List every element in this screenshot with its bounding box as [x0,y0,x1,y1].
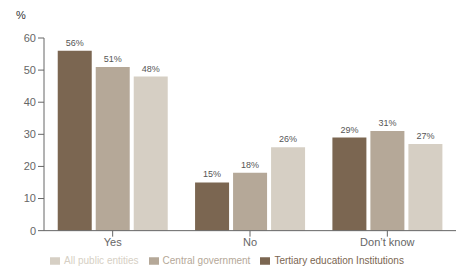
svg-text:18%: 18% [241,160,259,170]
html-text:Tertiary education Institution: Tertiary education Institutions [274,254,404,266]
html-text:Central government: Central government [162,254,251,266]
svg-text:10: 10 [24,192,36,204]
svg-text:26%: 26% [279,134,297,144]
svg-text:51%: 51% [104,54,122,64]
svg-text:No: No [243,236,257,248]
svg-text:60: 60 [24,32,36,44]
svg-text:29%: 29% [340,125,358,135]
svg-text:50: 50 [24,64,36,76]
svg-text:48%: 48% [142,64,160,74]
svg-text:Yes: Yes [104,236,122,248]
svg-text:31%: 31% [378,118,396,128]
svg-text:Don’t know: Don’t know [360,236,414,248]
svg-text:0: 0 [30,225,36,237]
svg-text:20: 20 [24,160,36,172]
svg-text:40: 40 [24,96,36,108]
svg-text:30: 30 [24,128,36,140]
html-text:All public entities: All public entities [64,254,139,266]
svg-text:56%: 56% [66,38,84,48]
svg-text:27%: 27% [416,131,434,141]
svg-text:15%: 15% [203,169,221,179]
